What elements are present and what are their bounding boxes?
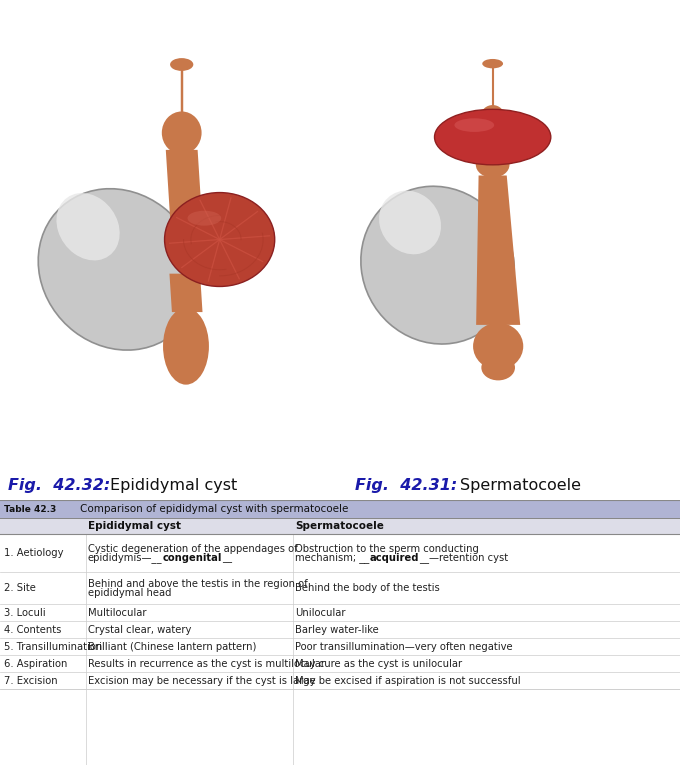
- Ellipse shape: [454, 119, 494, 132]
- Ellipse shape: [361, 186, 514, 344]
- FancyBboxPatch shape: [0, 519, 680, 534]
- Ellipse shape: [473, 323, 524, 369]
- Text: 3. Loculi: 3. Loculi: [4, 607, 46, 617]
- Text: Comparison of epididymal cyst with spermatocoele: Comparison of epididymal cyst with sperm…: [80, 504, 348, 514]
- Polygon shape: [169, 274, 203, 312]
- Text: Unilocular: Unilocular: [295, 607, 345, 617]
- Ellipse shape: [481, 355, 515, 380]
- Text: 2. Site: 2. Site: [4, 583, 36, 593]
- Text: Multilocular: Multilocular: [88, 607, 146, 617]
- Text: __—retention cyst: __—retention cyst: [419, 552, 508, 563]
- Text: Excision may be necessary if the cyst is large: Excision may be necessary if the cyst is…: [88, 675, 316, 685]
- Text: Poor transillumination—very often negative: Poor transillumination—very often negati…: [295, 642, 513, 652]
- Text: Epididymal cyst: Epididymal cyst: [110, 477, 237, 493]
- Text: Fig.  42.31:: Fig. 42.31:: [355, 477, 457, 493]
- Text: __: __: [222, 553, 232, 563]
- Text: mechanism; __: mechanism; __: [295, 552, 369, 563]
- Text: 1. Aetiology: 1. Aetiology: [4, 549, 63, 558]
- Ellipse shape: [482, 59, 503, 68]
- Text: 7. Excision: 7. Excision: [4, 675, 58, 685]
- Text: 4. Contents: 4. Contents: [4, 625, 61, 635]
- Text: Brilliant (Chinese lantern pattern): Brilliant (Chinese lantern pattern): [88, 642, 256, 652]
- Text: Behind and above the testis in the region of: Behind and above the testis in the regio…: [88, 578, 308, 589]
- Text: Crystal clear, watery: Crystal clear, watery: [88, 625, 191, 635]
- Text: 5. Transillumination: 5. Transillumination: [4, 642, 102, 652]
- Text: Behind the body of the testis: Behind the body of the testis: [295, 583, 440, 593]
- Text: Spermatocoele: Spermatocoele: [460, 477, 581, 493]
- Ellipse shape: [435, 109, 551, 164]
- Text: 6. Aspiration: 6. Aspiration: [4, 659, 67, 669]
- Text: Spermatocoele: Spermatocoele: [295, 521, 384, 531]
- Text: epididymis—__: epididymis—__: [88, 552, 163, 563]
- Text: May be excised if aspiration is not successful: May be excised if aspiration is not succ…: [295, 675, 521, 685]
- Text: Obstruction to the sperm conducting: Obstruction to the sperm conducting: [295, 544, 479, 554]
- Text: Cystic degeneration of the appendages of: Cystic degeneration of the appendages of: [88, 544, 298, 554]
- Text: Results in recurrence as the cyst is multilocular: Results in recurrence as the cyst is mul…: [88, 659, 325, 669]
- Ellipse shape: [38, 189, 199, 350]
- Ellipse shape: [162, 112, 201, 154]
- Text: congenital: congenital: [163, 553, 222, 563]
- Ellipse shape: [163, 308, 209, 385]
- Text: Fig.  42.32:: Fig. 42.32:: [8, 477, 110, 493]
- Text: Epididymal cyst: Epididymal cyst: [88, 521, 181, 531]
- Ellipse shape: [170, 58, 193, 71]
- Ellipse shape: [481, 105, 505, 126]
- Text: Barley water-like: Barley water-like: [295, 625, 379, 635]
- Ellipse shape: [56, 193, 120, 260]
- Ellipse shape: [379, 190, 441, 254]
- Ellipse shape: [165, 193, 275, 286]
- Polygon shape: [166, 150, 203, 226]
- Ellipse shape: [476, 152, 509, 177]
- Text: May cure as the cyst is unilocular: May cure as the cyst is unilocular: [295, 659, 462, 669]
- FancyBboxPatch shape: [0, 500, 680, 519]
- Ellipse shape: [188, 210, 221, 226]
- Text: acquired: acquired: [369, 553, 419, 563]
- Text: epididymal head: epididymal head: [88, 588, 171, 597]
- Polygon shape: [476, 175, 520, 325]
- Text: Table 42.3: Table 42.3: [4, 505, 56, 514]
